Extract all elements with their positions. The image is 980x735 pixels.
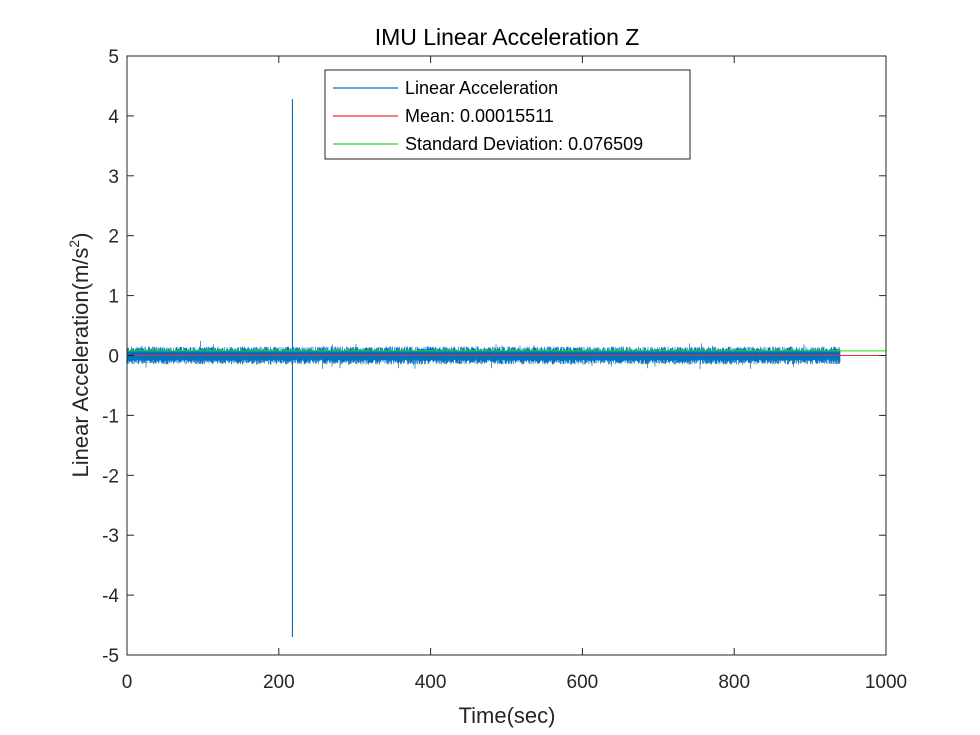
chart-text: IMU Linear Acceleration Z Time(sec) Line… [66,24,639,728]
legend-label-linear-acceleration: Linear Acceleration [405,78,558,98]
legend: Linear Acceleration Mean: 0.00015511 Sta… [324,69,691,160]
y-axis-title-main: Linear Acceleration(m/s [68,248,93,478]
axes: 0 200 400 600 800 1000 -5 -4 -3 -2 -1 0 1 2 3 4 5 [102,47,907,693]
x-tick-label: 800 [718,672,750,693]
y-tick-label: -1 [102,406,119,427]
y-axis-title: Linear Acceleration(m/s2) [66,232,93,477]
legend-label-mean: Mean: 0.00015511 [405,106,554,126]
y-tick-label: -5 [102,646,119,667]
y-tick-label: 3 [108,167,119,188]
y-tick-label: 2 [108,227,119,248]
y-axis-title-superscript: 2 [66,240,82,248]
y-tick-label: 4 [108,107,119,128]
x-tick-label: 400 [415,672,447,693]
y-tick-label: 0 [108,347,119,368]
y-tick-label: -3 [102,526,119,547]
x-tick-label: 200 [263,672,295,693]
y-axis-title-close: ) [68,232,93,239]
y-tick-label: -4 [102,586,119,607]
y-tick-label: 1 [108,287,119,308]
x-tick-label: 1000 [865,672,907,693]
x-axis-title: Time(sec) [459,703,556,728]
x-tick-label: 0 [122,672,133,693]
plot-area [126,99,886,638]
y-tick-label: -2 [102,466,119,487]
y-tick-label: 5 [108,47,119,68]
x-tick-label: 600 [567,672,599,693]
legend-label-standard-deviation: Standard Deviation: 0.076509 [405,134,643,154]
chart-title: IMU Linear Acceleration Z [375,24,640,50]
